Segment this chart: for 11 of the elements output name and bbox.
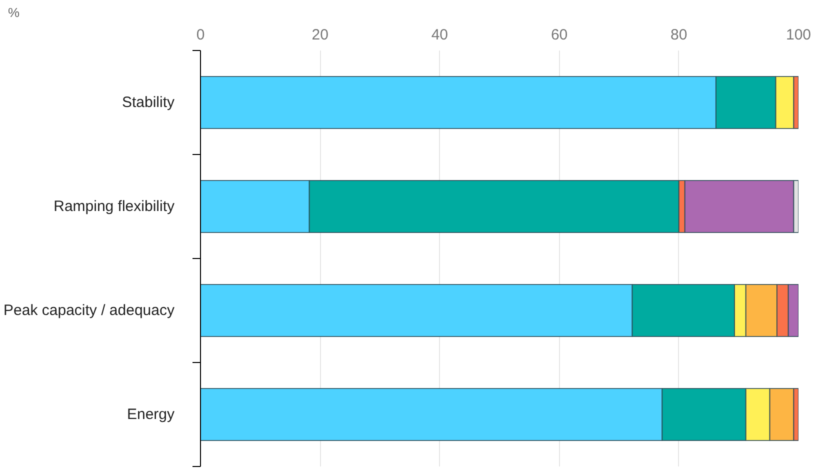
x-tick-label: 80 [670,26,688,44]
x-tick-label: 100 [786,26,812,44]
text: % [8,4,20,22]
x-tick-label: 20 [312,26,328,44]
x-tick-label: 0 [196,26,205,44]
x-tick-label: 40 [431,26,448,44]
y-tick-label: Stability [122,94,175,111]
y-tick-label: Energy [126,406,175,423]
y-tick-label: Peak capacity / adequacy [4,302,175,319]
y-tick-label: Ramping flexibility [54,198,175,215]
x-tick-label: 60 [550,26,568,44]
